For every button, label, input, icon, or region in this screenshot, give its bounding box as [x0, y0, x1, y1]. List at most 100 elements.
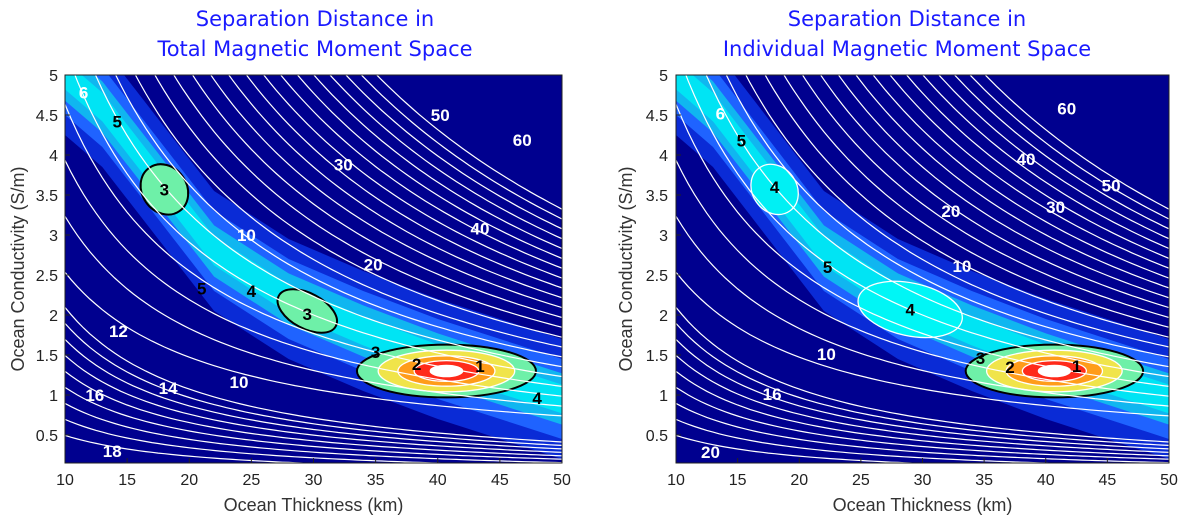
iso-contour-line — [65, 271, 562, 417]
y-tick-label: 4 — [659, 148, 668, 165]
iso-contour-line — [676, 215, 1169, 407]
iso-contour-line — [245, 75, 562, 289]
iso-contour-line — [676, 370, 1169, 457]
contour-label: 4 — [532, 389, 542, 408]
contour-label: 6 — [716, 104, 725, 123]
x-tick-label: 50 — [553, 472, 571, 489]
contour-label: 20 — [364, 256, 383, 275]
x-tick-label: 35 — [367, 472, 385, 489]
iso-contour-line — [705, 75, 1169, 368]
contour-label: 4 — [770, 178, 780, 197]
iso-contour-line — [280, 75, 562, 269]
y-tick-label: 4.5 — [646, 108, 668, 125]
left-chart-panel: Separation Distance in Total Magnetic Mo… — [0, 0, 592, 520]
iso-contour-line — [65, 386, 562, 460]
contour-label: 30 — [1046, 198, 1065, 217]
iso-contour-line — [872, 75, 1169, 279]
contour-label: 50 — [431, 106, 450, 125]
iso-contour-line — [210, 75, 562, 309]
iso-contour-line — [65, 418, 457, 463]
iso-contour-line — [134, 75, 562, 348]
iso-contour-line — [783, 75, 1169, 328]
iso-contour-line — [837, 75, 1169, 299]
y-tick-label: 3.5 — [646, 188, 668, 205]
iso-contour-line — [191, 75, 562, 319]
iso-contour-line — [676, 307, 1169, 443]
iso-contour-line — [984, 75, 1169, 210]
y-tick-label: 2 — [49, 308, 58, 325]
right-chart-panel: Separation Distance in Individual Magnet… — [592, 0, 1184, 520]
contour-label: 18 — [103, 442, 122, 461]
iso-contour-line — [676, 322, 1169, 446]
minimum-well-contour — [429, 364, 464, 378]
iso-contour-line — [676, 354, 1169, 453]
y-tick-label: 0.5 — [646, 428, 668, 445]
x-tick-label: 10 — [667, 472, 685, 489]
contour-label: 10 — [817, 345, 836, 364]
iso-contour-line — [65, 354, 562, 453]
contour-label: 10 — [952, 257, 971, 276]
iso-contour-line — [938, 75, 1169, 240]
iso-contour-line — [296, 75, 562, 259]
contour-label: 5 — [823, 258, 832, 277]
x-tick-label: 15 — [118, 472, 136, 489]
contour-label: 60 — [1057, 100, 1076, 119]
x-tick-label: 20 — [790, 472, 808, 489]
contour-label: 40 — [471, 220, 490, 239]
contour-label: 3 — [303, 305, 312, 324]
contour-label: 2 — [1005, 358, 1014, 377]
iso-contour-line — [375, 75, 562, 210]
contour-label: 20 — [701, 443, 720, 462]
iso-contour-line — [360, 75, 562, 220]
iso-contour-line — [228, 75, 562, 299]
iso-contour-line — [263, 75, 562, 279]
y-tick-label: 4.5 — [36, 108, 58, 125]
contour-label: 1 — [475, 357, 484, 376]
iso-contour-line — [889, 75, 1169, 269]
contour-label: 30 — [334, 156, 353, 175]
iso-contour-line — [676, 434, 925, 463]
y-tick-label: 2 — [659, 308, 668, 325]
iso-contour-line — [94, 75, 562, 368]
contour-label: 50 — [1102, 176, 1121, 195]
iso-contour-line — [115, 75, 562, 358]
contour-label: 3 — [160, 180, 169, 199]
y-tick-label: 3 — [49, 228, 58, 245]
iso-contour-line — [819, 75, 1169, 309]
field-band-inner — [676, 75, 1169, 425]
y-tick-label: 2.5 — [646, 268, 668, 285]
x-tick-label: 50 — [1160, 472, 1178, 489]
x-tick-label: 30 — [914, 472, 932, 489]
iso-contour-line — [65, 434, 316, 463]
contour-label: 40 — [1017, 150, 1036, 169]
iso-contour-line — [65, 104, 562, 387]
left-x-axis-label: Ocean Thickness (km) — [224, 495, 404, 515]
iso-contour-line — [855, 75, 1169, 289]
x-tick-label: 45 — [1098, 472, 1116, 489]
contour-label: 4 — [247, 282, 257, 301]
contour-label: 3 — [371, 343, 380, 362]
iso-contour-line — [65, 338, 562, 450]
right-chart-title-line-1: Separation Distance in — [787, 7, 1027, 31]
iso-contour-line — [154, 75, 562, 338]
contour-label: 12 — [109, 322, 128, 341]
x-tick-label: 45 — [491, 472, 509, 489]
y-tick-label: 5 — [659, 68, 668, 85]
left-y-axis-label: Ocean Conductivity (S/m) — [8, 166, 28, 371]
iso-contour-line — [676, 338, 1169, 450]
field-band-inner — [65, 75, 562, 425]
y-tick-label: 2.5 — [36, 268, 58, 285]
iso-contour-line — [313, 75, 562, 250]
iso-contour-line — [676, 402, 1169, 463]
contour-label: 10 — [237, 226, 256, 245]
right-chart-title-line-2: Individual Magnetic Moment Space — [722, 37, 1092, 61]
iso-contour-line — [329, 75, 562, 240]
x-tick-label: 40 — [429, 472, 447, 489]
right-x-axis-label: Ocean Thickness (km) — [833, 495, 1013, 515]
iso-contour-line — [685, 75, 1169, 378]
contour-label: 10 — [229, 373, 248, 392]
iso-contour-line — [65, 370, 562, 457]
iso-contour-line — [65, 402, 562, 463]
